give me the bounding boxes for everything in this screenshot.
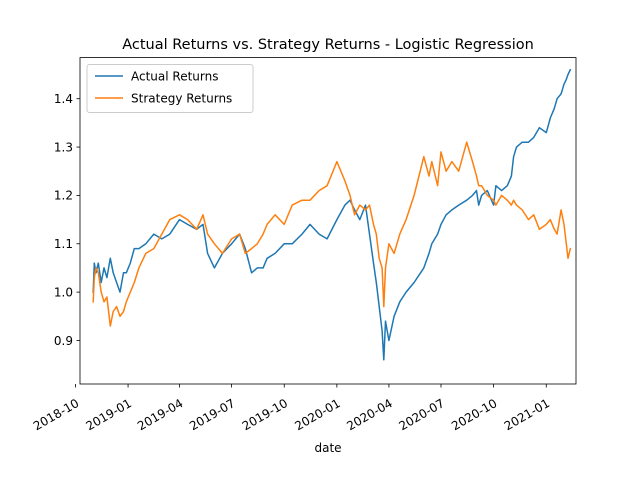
- legend-label-actual-returns: Actual Returns: [131, 70, 218, 84]
- y-tick-label: 1.2: [54, 189, 73, 203]
- legend: Actual Returns Strategy Returns: [86, 64, 254, 113]
- legend-box: [86, 64, 254, 113]
- y-axis: 0.9 1.0 1.1 1.2 1.3 1.4: [54, 92, 80, 348]
- legend-label-strategy-returns: Strategy Returns: [131, 92, 232, 106]
- chart-title: Actual Returns vs. Strategy Returns - Lo…: [122, 37, 534, 53]
- y-tick-label: 0.9: [54, 334, 73, 348]
- series-line-strategy-returns: [92, 141, 572, 327]
- x-axis-label: date: [314, 441, 341, 455]
- y-tick-label: 1.1: [54, 237, 73, 251]
- y-tick-label: 1.4: [54, 92, 73, 106]
- series-line-actual-returns: [92, 68, 572, 361]
- y-tick-label: 1.0: [54, 285, 73, 299]
- y-tick-label: 1.3: [54, 140, 73, 154]
- plot-frame: [79, 57, 577, 385]
- plot-lines: [92, 68, 572, 361]
